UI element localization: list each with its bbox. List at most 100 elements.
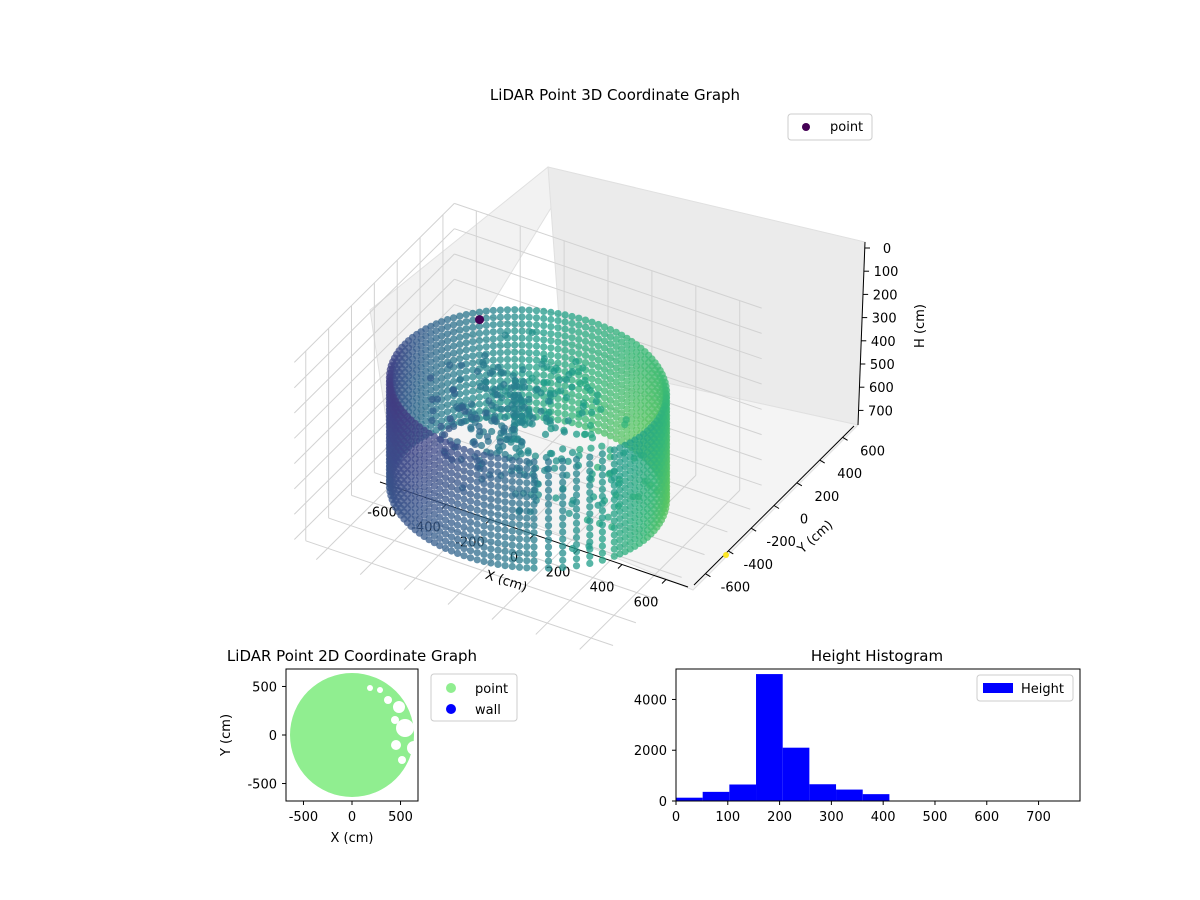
point-3d [581, 344, 590, 353]
point-3d [433, 395, 442, 403]
point-3d [430, 432, 438, 441]
point-3d [586, 421, 595, 429]
y-tick-mark [705, 573, 711, 578]
point-3d [442, 516, 450, 524]
gap-region [407, 765, 417, 775]
point-3d [600, 387, 609, 395]
point-3d [581, 430, 589, 438]
point-3d [430, 482, 438, 490]
point-3d [618, 360, 626, 368]
point-3d [544, 550, 553, 558]
point-3d [616, 522, 624, 530]
point-3d [466, 483, 475, 491]
point-3d [469, 387, 477, 395]
point-3d [515, 457, 524, 465]
point-3d [462, 396, 470, 404]
point-3d [568, 376, 576, 384]
point-3d [511, 334, 519, 342]
point-3d [530, 507, 538, 516]
point-3d [436, 499, 444, 507]
point-3d [568, 327, 576, 335]
point-3d [575, 420, 583, 429]
point-3d [606, 432, 615, 440]
point-3d [447, 441, 456, 449]
point-3d [487, 516, 495, 525]
point-3d [425, 536, 433, 544]
point-3d [508, 492, 516, 500]
point-3d [467, 400, 476, 408]
point-3d [561, 410, 569, 418]
point-3d [598, 521, 607, 529]
point-3d [454, 443, 462, 451]
point-3d [442, 452, 450, 460]
point-3d [610, 496, 618, 504]
point-3d [462, 388, 470, 397]
point-3d [568, 319, 576, 328]
point-3d [461, 407, 469, 415]
point-3d [544, 472, 553, 480]
point-3d [606, 411, 615, 419]
point-3d [618, 338, 626, 346]
point-3d [466, 533, 475, 541]
point-3d [425, 436, 433, 445]
point-3d [486, 369, 494, 377]
point-3d [554, 395, 562, 403]
point-3d [454, 521, 462, 529]
point-3d [503, 355, 512, 363]
point-3d [616, 444, 624, 452]
z-tick-label: 600 [869, 381, 894, 396]
histogram-bar [702, 791, 730, 801]
chart-2d-title: LiDAR Point 2D Coordinate Graph [227, 647, 477, 665]
point-3d [542, 414, 550, 422]
point-3d [612, 399, 620, 407]
grid-line-back-h [454, 228, 762, 334]
point-3d [554, 345, 562, 353]
point-3d [588, 354, 596, 362]
point-3d [511, 377, 519, 385]
point-3d [594, 342, 603, 350]
point-3d [581, 359, 590, 367]
point-3d [568, 449, 577, 457]
point-3d [612, 342, 620, 351]
point-3d [460, 538, 468, 546]
point-3d [600, 330, 609, 338]
point-3d [518, 306, 526, 314]
point-3d [523, 465, 531, 473]
y-tick-mark [842, 436, 848, 441]
point-3d [525, 306, 533, 314]
point-3d [494, 490, 502, 498]
point-3d [544, 529, 553, 537]
point-3d [466, 518, 475, 527]
point-3d [562, 376, 571, 384]
point-3d [489, 306, 497, 315]
point-3d [548, 450, 556, 458]
point-3d [575, 385, 583, 393]
histogram-x-tick-label: 200 [767, 810, 792, 825]
point-3d [462, 318, 470, 326]
point-3d [442, 481, 450, 489]
histogram-title: Height Histogram [811, 647, 943, 665]
point-3d [616, 493, 624, 501]
point-3d [500, 380, 508, 389]
point-3d [568, 390, 576, 398]
histogram-x-tick-label: 400 [871, 810, 896, 825]
point-3d [471, 440, 479, 448]
point-3d [462, 346, 470, 354]
gap-region [393, 701, 405, 713]
point-3d [612, 378, 620, 386]
histogram-x-tick-label: 500 [923, 810, 948, 825]
point-3d [554, 402, 562, 410]
histogram-bars [676, 674, 1077, 801]
point-3d [494, 539, 502, 547]
point-3d [494, 546, 502, 554]
point-3d [436, 449, 444, 458]
point-3d [503, 320, 512, 328]
chart-3d-title: LiDAR Point 3D Coordinate Graph [490, 86, 740, 104]
point-3d [606, 403, 615, 412]
point-3d [594, 413, 603, 421]
point-3d [496, 306, 504, 314]
y-tick-label-2d: -500 [247, 778, 277, 793]
point-3d [482, 314, 490, 322]
point-3d [588, 403, 596, 411]
point-3d [501, 512, 509, 520]
